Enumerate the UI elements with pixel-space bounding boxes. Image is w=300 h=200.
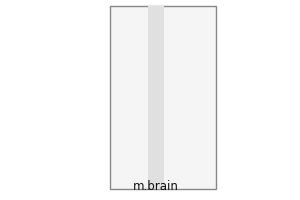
Bar [110, 6, 216, 189]
Text: m.brain: m.brain [133, 180, 179, 193]
Bar [148, 6, 164, 189]
